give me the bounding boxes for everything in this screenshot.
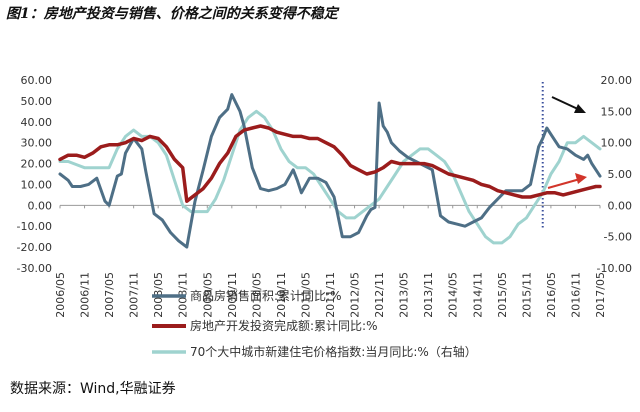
black-arrow-head	[574, 104, 586, 113]
y-left-tick-label: 30.00	[21, 137, 53, 150]
y-right-tick-label: -10.00	[597, 262, 632, 275]
sales-area-series-line	[58, 93, 602, 249]
y-left-tick-label: 60.00	[21, 74, 53, 87]
x-tick-label: 2012/05	[349, 272, 362, 318]
annotation-arrows	[547, 96, 587, 189]
price-index-series-line	[58, 109, 602, 245]
x-tick-label: 2017/05	[594, 272, 607, 318]
y-left-tick-label: 20.00	[21, 158, 53, 171]
y-left-tick-label: 50.00	[21, 95, 53, 108]
y-left-tick-label: -10.00	[17, 220, 52, 233]
x-tick-label: 2014/05	[447, 272, 460, 318]
y-left-tick-label: -30.00	[17, 262, 52, 275]
x-tick-label: 2014/11	[471, 272, 484, 318]
y-right-tick-label: 20.00	[601, 74, 633, 87]
x-tick-label: 2016/05	[545, 272, 558, 318]
x-tick-label: 2006/11	[79, 272, 92, 318]
investment-series-line	[58, 124, 602, 203]
y-left-tick-label: 10.00	[21, 178, 53, 191]
black-arrow-shaft	[551, 96, 581, 111]
y-right-tick-label: 15.00	[601, 105, 633, 118]
x-tick-label: 2010/11	[275, 272, 288, 318]
y-right-tick-label: -5.00	[604, 231, 632, 244]
series-lines	[58, 93, 602, 249]
left-axis: 60.00 50.00 40.00 30.00 20.00 10.00 0.00 -10.00…	[17, 74, 52, 275]
y-left-tick-label: -20.00	[17, 241, 52, 254]
x-tick-label: 2013/11	[422, 272, 435, 318]
x-tick-label: 2009/05	[201, 272, 214, 318]
y-right-tick-label: 10.00	[601, 137, 633, 150]
red-arrow-head	[575, 173, 587, 184]
x-axis: 2006/052006/112007/052007/112008/052008/…	[54, 204, 607, 318]
y-left-tick-label: 40.00	[21, 116, 53, 129]
x-tick-label: 2007/05	[103, 272, 116, 318]
y-right-tick-label: 0.00	[608, 199, 633, 212]
right-axis: 20.00 15.00 10.00 5.00 0.00 -5.00 -10.00	[597, 74, 632, 275]
x-tick-label: 2011/05	[299, 272, 312, 318]
chart-title: 图1：房地产投资与销售、价格之间的关系变得不稳定	[6, 6, 338, 22]
x-tick-label: 2013/05	[398, 272, 411, 318]
red-arrow-shaft	[547, 178, 581, 189]
x-tick-label: 2015/05	[496, 272, 509, 318]
legend: 商品房销售面积:累计同比:% 房地产开发投资完成额:累计同比:% 70个大中城市新建…	[152, 288, 477, 359]
legend-label: 商品房销售面积:累计同比:%	[190, 288, 342, 303]
x-tick-label: 2009/11	[226, 272, 239, 318]
x-tick-label: 2007/11	[128, 272, 141, 318]
x-tick-label: 2015/11	[520, 272, 533, 318]
x-tick-label: 2010/05	[250, 272, 263, 318]
legend-label: 房地产开发投资完成额:累计同比:%	[190, 318, 378, 333]
y-right-tick-label: 5.00	[608, 168, 633, 181]
x-tick-label: 2012/11	[373, 272, 386, 318]
x-tick-label: 2011/11	[324, 272, 337, 318]
y-left-tick-label: 0.00	[28, 199, 53, 212]
data-source: 数据来源：Wind,华融证券	[10, 381, 176, 397]
x-tick-label: 2016/11	[569, 272, 582, 318]
x-tick-label: 2006/05	[54, 272, 67, 318]
legend-label: 70个大中城市新建住宅价格指数:当月同比:%（右轴）	[190, 344, 477, 359]
